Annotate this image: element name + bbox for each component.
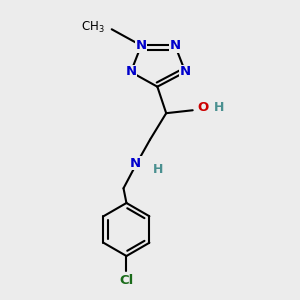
Text: O: O: [197, 101, 208, 114]
Text: H: H: [153, 163, 163, 176]
Text: N: N: [130, 157, 141, 170]
Text: N: N: [125, 65, 136, 79]
Text: CH$_3$: CH$_3$: [81, 20, 104, 35]
Text: N: N: [180, 65, 191, 79]
Text: Cl: Cl: [119, 274, 134, 286]
Text: H: H: [214, 101, 224, 114]
Text: N: N: [136, 39, 147, 52]
Text: N: N: [169, 39, 181, 52]
